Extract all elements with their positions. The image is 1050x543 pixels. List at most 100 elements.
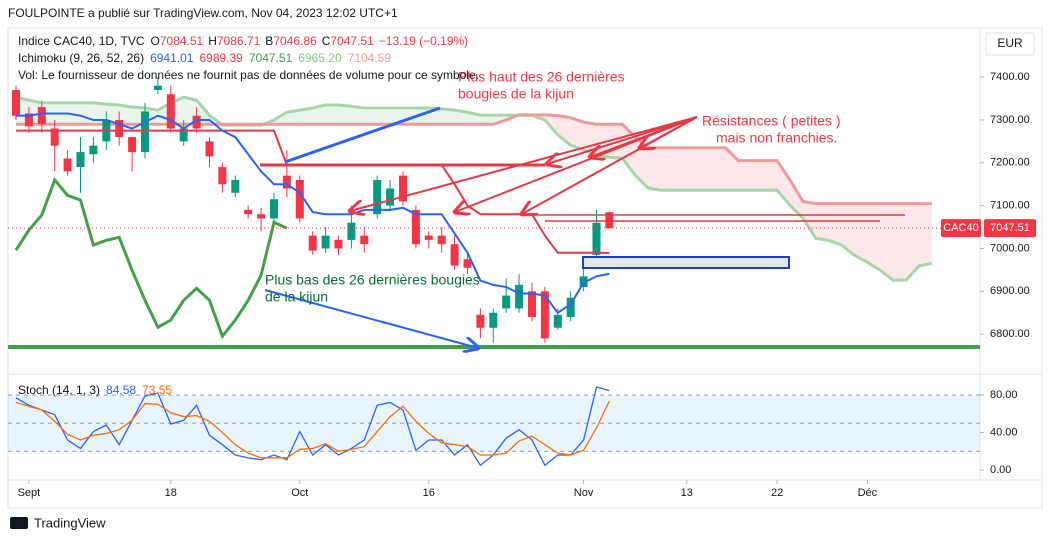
cloud xyxy=(660,147,674,191)
stoch-legend: Stoch (14, 1, 3) 84.58 73.55 xyxy=(18,383,172,397)
y-tick-label: 7200.00 xyxy=(990,157,1030,169)
cloud xyxy=(738,160,752,191)
y-tick-label: 6800.00 xyxy=(990,328,1030,340)
y-tick-label: 40.00 xyxy=(990,426,1018,438)
symbol-tag: CAC40 xyxy=(943,222,978,234)
cloud xyxy=(777,160,790,206)
symbol-tag-bg xyxy=(941,219,981,238)
candle-body xyxy=(295,179,304,219)
legend-key: O xyxy=(151,34,160,48)
candle-body xyxy=(218,167,227,185)
candle-body xyxy=(450,244,459,266)
candle-body xyxy=(515,284,524,309)
cloud xyxy=(312,104,326,125)
annotation: Plus haut des 26 dernières xyxy=(458,69,625,85)
drawings xyxy=(8,106,980,348)
legend-value: 73.55 xyxy=(142,383,172,397)
candle-body xyxy=(502,295,511,309)
x-tick-label: 13 xyxy=(681,487,693,499)
main-legend: Indice CAC40, 1D, TVC O7084.51 H7086.71 B70… xyxy=(18,34,468,48)
arrow xyxy=(350,116,698,211)
cloud xyxy=(893,203,907,281)
candle-body xyxy=(244,209,253,215)
cloud xyxy=(351,106,365,125)
candle-body xyxy=(115,119,124,138)
cloud xyxy=(712,147,726,191)
annotation: bougies de la kijun xyxy=(458,86,574,102)
legend-value: 6965.20 xyxy=(298,51,342,65)
candle-body xyxy=(592,222,601,255)
candle-body xyxy=(63,158,72,172)
arrow xyxy=(640,116,698,148)
x-tick-label: Oct xyxy=(291,487,308,499)
legend-value: 7047.51 xyxy=(330,34,374,48)
cloud xyxy=(67,102,81,125)
legend-key: B xyxy=(265,34,273,48)
legend-title: Indice CAC40, 1D, TVC xyxy=(18,34,145,48)
cloud xyxy=(570,117,584,150)
cloud xyxy=(815,203,829,241)
x-tick-label: Nov xyxy=(574,487,594,499)
candle-body xyxy=(269,199,278,219)
candle-body xyxy=(308,235,317,251)
candle-body xyxy=(166,94,175,129)
candle-body xyxy=(50,128,59,146)
brand: TradingView xyxy=(34,515,106,530)
candle-body xyxy=(321,235,330,249)
price-tag-bg xyxy=(984,219,1036,238)
publisher: FOULPOINTE a publié sur TradingView.com,… xyxy=(8,6,398,20)
cloud xyxy=(377,107,391,125)
candle-body xyxy=(411,209,420,245)
candle-body xyxy=(437,235,446,245)
plot: 6800.00 6900.00 7000.00 7100.00 7200.00 7300.… xyxy=(8,71,1030,499)
legend-title: Ichimoku (9, 26, 52, 26) xyxy=(18,51,144,65)
cloud xyxy=(325,104,339,125)
logo xyxy=(10,517,28,529)
indicator-line xyxy=(15,400,610,459)
cloud xyxy=(480,115,494,125)
currency[interactable]: EUR xyxy=(997,36,1023,50)
currency-button[interactable] xyxy=(985,32,1035,56)
x-tick-label: 18 xyxy=(165,487,177,499)
y-tick-label: 7400.00 xyxy=(990,71,1030,83)
x-tick-label: Sept xyxy=(18,487,41,499)
cloud xyxy=(828,203,842,246)
legend-key: H xyxy=(208,34,217,48)
candle-body xyxy=(566,297,575,318)
y-tick-label: 6900.00 xyxy=(990,285,1030,297)
cloud xyxy=(93,102,107,125)
candle-body xyxy=(527,291,536,318)
cloud xyxy=(286,110,300,125)
cloud xyxy=(441,108,455,125)
frame xyxy=(7,27,1043,509)
zone xyxy=(582,256,790,269)
cloud xyxy=(841,203,855,256)
annotation: de la kijun xyxy=(265,289,328,305)
candle-body xyxy=(89,145,98,155)
y-tick-label: 80.00 xyxy=(990,389,1018,401)
candle-body xyxy=(373,179,382,215)
price-tag: 7047.51 xyxy=(990,222,1030,234)
candle-body xyxy=(153,85,162,90)
cloud xyxy=(906,203,919,281)
legend-value: 7104.59 xyxy=(348,51,392,65)
x-tick-label: Déc xyxy=(858,487,878,499)
legend-value: 84.58 xyxy=(106,383,136,397)
annotation: Résistances ( petites ) xyxy=(702,113,841,129)
candle-body xyxy=(398,175,407,202)
arrow xyxy=(264,289,478,348)
arrow xyxy=(547,116,698,164)
legend-value: 6941.01 xyxy=(150,51,194,65)
legend-title: Stoch (14, 1, 3) xyxy=(18,383,100,397)
candle-body xyxy=(128,137,137,153)
cloud xyxy=(867,203,881,271)
cloud xyxy=(299,107,313,125)
cloud xyxy=(648,147,661,191)
legend-key: C xyxy=(322,34,331,48)
cloud xyxy=(80,102,94,125)
volume-note: Vol: Le fournisseur de données ne fourni… xyxy=(18,68,479,82)
y-tick-label: 0.00 xyxy=(990,464,1011,476)
candle-body xyxy=(424,235,433,240)
